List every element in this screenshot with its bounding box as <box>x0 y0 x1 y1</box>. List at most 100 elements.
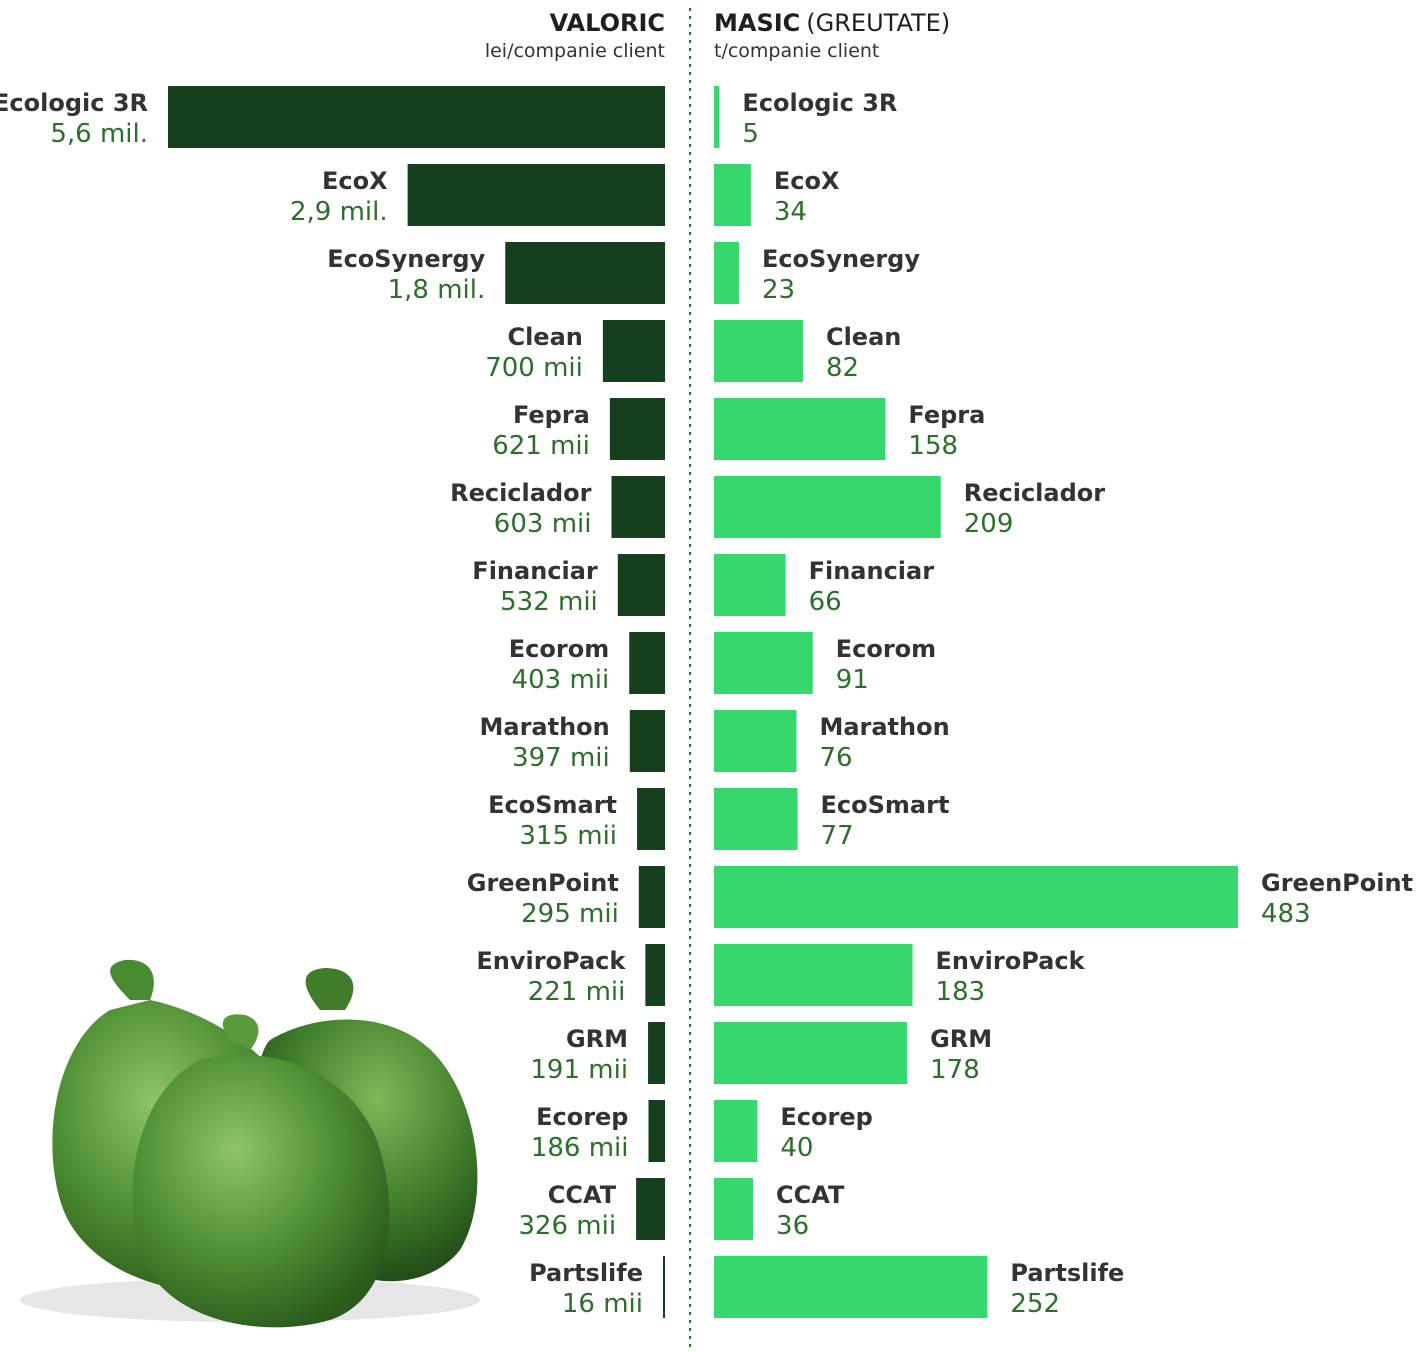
valoric-bar <box>629 632 665 694</box>
valoric-title: VALORIC <box>550 9 665 37</box>
masic-bar-name: Ecologic 3R <box>742 89 897 117</box>
valoric-bar-name: Clean <box>507 323 582 351</box>
valoric-bar <box>645 944 665 1006</box>
masic-bar-name: Reciclador <box>964 479 1106 507</box>
valoric-bar <box>638 866 665 928</box>
valoric-bar-value: 186 mii <box>531 1133 629 1163</box>
masic-bar-value: 178 <box>930 1055 980 1085</box>
valoric-bar-name: EnviroPack <box>476 947 626 975</box>
valoric-bar-name: EcoSmart <box>488 791 617 819</box>
masic-title-rest: (GREUTATE) <box>806 9 950 37</box>
valoric-bar-value: 403 mii <box>512 665 610 695</box>
valoric-bar-name: Marathon <box>480 713 610 741</box>
valoric-bar <box>602 320 665 382</box>
valoric-bar-value: 532 mii <box>500 587 598 617</box>
valoric-bar-value: 700 mii <box>485 353 583 383</box>
valoric-bar <box>636 1178 665 1240</box>
valoric-bar-value: 221 mii <box>528 977 626 1007</box>
valoric-bar-value: 191 mii <box>530 1055 628 1085</box>
valoric-bar <box>505 242 665 304</box>
masic-bar-name: Financiar <box>809 557 935 585</box>
masic-bar-name: Partslife <box>1010 1259 1124 1287</box>
masic-bar-value: 183 <box>936 977 986 1007</box>
valoric-bar-name: Financiar <box>472 557 598 585</box>
masic-bar <box>714 86 720 148</box>
masic-bar-value: 77 <box>821 821 854 851</box>
valoric-bar-name: Ecorom <box>509 635 609 663</box>
masic-bar-name: CCAT <box>776 1181 845 1209</box>
valoric-bar <box>617 554 665 616</box>
masic-bar <box>714 320 803 382</box>
valoric-bar-name: EcoX <box>322 167 388 195</box>
valoric-bar-value: 1,8 mil. <box>388 275 486 305</box>
masic-bar <box>714 944 913 1006</box>
masic-bar <box>714 1022 908 1084</box>
valoric-bar-name: GRM <box>566 1025 628 1053</box>
masic-bar-value: 36 <box>776 1211 809 1241</box>
valoric-bar-name: Fepra <box>513 401 590 429</box>
valoric-bar-value: 603 mii <box>494 509 592 539</box>
valoric-bar <box>609 398 665 460</box>
masic-bar-name: GreenPoint <box>1261 869 1413 897</box>
valoric-bar-name: CCAT <box>548 1181 617 1209</box>
valoric-subtitle: lei/companie client <box>485 40 665 62</box>
valoric-bar <box>648 1022 665 1084</box>
masic-bar <box>714 476 941 538</box>
garbage-bags-illustration <box>20 959 480 1328</box>
valoric-bar-value: 2,9 mil. <box>290 197 388 227</box>
masic-bar-value: 209 <box>964 509 1014 539</box>
masic-bar <box>714 710 797 772</box>
masic-bar <box>714 554 786 616</box>
masic-bar-name: Clean <box>826 323 901 351</box>
masic-bar-name: Ecorom <box>836 635 936 663</box>
masic-bar-value: 158 <box>908 431 958 461</box>
masic-bar-value: 76 <box>819 743 852 773</box>
valoric-bar <box>611 476 665 538</box>
valoric-bar-name: Partslife <box>529 1259 643 1287</box>
masic-bar-value: 91 <box>836 665 869 695</box>
valoric-bar-name: GreenPoint <box>467 869 619 897</box>
masic-bar <box>714 1256 988 1318</box>
valoric-bar-name: EcoSynergy <box>327 245 485 273</box>
valoric-bar-name: Ecorep <box>536 1103 628 1131</box>
masic-title-bold: MASIC <box>714 9 800 37</box>
masic-title: MASIC (GREUTATE) <box>714 9 950 37</box>
valoric-bar <box>629 710 665 772</box>
masic-bar-name: GRM <box>930 1025 992 1053</box>
masic-bar-name: EcoX <box>774 167 840 195</box>
masic-bar <box>714 398 886 460</box>
masic-bar <box>714 866 1238 928</box>
masic-bar-name: EnviroPack <box>936 947 1086 975</box>
masic-bar-value: 40 <box>780 1133 813 1163</box>
valoric-bar-value: 16 mii <box>562 1289 643 1319</box>
masic-bar-name: Fepra <box>908 401 985 429</box>
masic-bar-value: 82 <box>826 353 859 383</box>
masic-bar-value: 252 <box>1010 1289 1060 1319</box>
masic-bar-name: Ecorep <box>780 1103 872 1131</box>
masic-bar <box>714 1178 754 1240</box>
masic-bar-value: 483 <box>1261 899 1311 929</box>
valoric-bar-name: Reciclador <box>450 479 592 507</box>
masic-bar-name: Marathon <box>819 713 949 741</box>
valoric-bar <box>648 1100 665 1162</box>
masic-bar <box>714 242 739 304</box>
valoric-bar-name: Ecologic 3R <box>0 89 148 117</box>
valoric-bar-value: 326 mii <box>518 1211 616 1241</box>
valoric-bar <box>407 164 665 226</box>
masic-bar-value: 5 <box>742 119 759 149</box>
masic-bar-name: EcoSynergy <box>762 245 920 273</box>
valoric-bar-value: 397 mii <box>512 743 610 773</box>
masic-subtitle: t/companie client <box>714 40 879 62</box>
masic-bar-value: 34 <box>774 197 807 227</box>
masic-bar <box>714 164 751 226</box>
valoric-bar <box>168 86 665 148</box>
valoric-bar-value: 5,6 mil. <box>50 119 148 149</box>
valoric-bar-value: 315 mii <box>519 821 617 851</box>
masic-bar <box>714 788 798 850</box>
valoric-bar-value: 621 mii <box>492 431 590 461</box>
valoric-bar <box>637 788 665 850</box>
valoric-bar-value: 295 mii <box>521 899 619 929</box>
